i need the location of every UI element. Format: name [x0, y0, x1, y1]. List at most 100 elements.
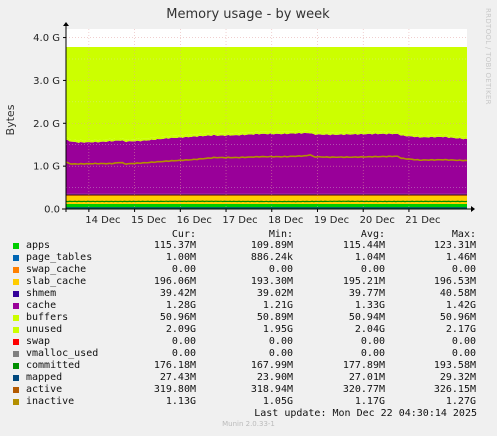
x-tick-label: 16 Dec [177, 215, 212, 226]
legend-rows: apps 115.37M 109.89M 115.44M 123.31M page_tab… [12, 240, 487, 408]
legend-swatch [13, 351, 19, 357]
x-tick-label: 19 Dec [314, 215, 349, 226]
area-unused [66, 47, 467, 141]
legend-row-swap-cache: swap_cache 0.00 0.00 0.00 0.00 [12, 264, 487, 276]
legend-value-max: 0.00 [451, 348, 476, 359]
legend-value-cur: 1.13G [165, 396, 196, 407]
legend-value-cur: 0.00 [171, 348, 196, 359]
memory-usage-chart: Memory usage - by week Bytes RRDTOOL / T… [4, 7, 492, 226]
legend-row-apps: apps 115.37M 109.89M 115.44M 123.31M [12, 240, 487, 252]
legend-value-avg: 39.77M [348, 288, 385, 299]
last-update-value: Mon Dec 22 04:30:14 2025 [332, 408, 478, 419]
legend-series-name: buffers [26, 312, 69, 323]
legend-value-avg: 320.77M [342, 384, 385, 395]
legend-row-inactive: inactive 1.13G 1.05G 1.17G 1.27G [12, 396, 487, 408]
legend-value-avg: 27.01M [348, 372, 385, 383]
legend-swatch [13, 291, 19, 297]
legend-value-avg: 177.89M [342, 360, 385, 371]
stacked-areas [66, 47, 467, 209]
legend-row-slab-cache: slab_cache 196.06M 193.30M 195.21M 196.53M [12, 276, 487, 288]
legend-swatch [13, 399, 19, 405]
legend-series-name: unused [26, 324, 63, 335]
legend-value-avg: 50.94M [348, 312, 385, 323]
legend-value-avg: 1.33G [354, 300, 385, 311]
legend-value-max: 193.58M [433, 360, 476, 371]
legend-series-name: cache [26, 300, 57, 311]
legend-value-min: 1.95G [262, 324, 293, 335]
legend-series-name: mapped [26, 372, 63, 383]
legend-value-avg: 0.00 [360, 264, 385, 275]
y-axis-arrow [63, 22, 69, 26]
y-tick-labels: 0.0 1.0 G 2.0 G 3.0 G 4.0 G [33, 33, 60, 215]
legend-row-vmalloc-used: vmalloc_used 0.00 0.00 0.00 0.00 [12, 348, 487, 360]
legend-row-active: active 319.80M 318.94M 320.77M 326.15M [12, 384, 487, 396]
legend-swatch [13, 267, 19, 273]
y-axis-label: Bytes [4, 104, 17, 135]
legend-value-max: 1.46M [445, 252, 476, 263]
y-tick-label: 4.0 G [33, 33, 60, 44]
legend-row-cache: cache 1.28G 1.21G 1.33G 1.42G [12, 300, 487, 312]
legend-swatch [13, 363, 19, 369]
legend-value-cur: 176.18M [153, 360, 196, 371]
legend-value-avg: 2.04G [354, 324, 385, 335]
legend-series-name: apps [26, 240, 51, 251]
x-tick-label: 18 Dec [268, 215, 303, 226]
last-update-row: Last update: Mon Dec 22 04:30:14 2025 [12, 408, 487, 420]
legend-value-avg: 1.04M [354, 252, 385, 263]
legend-value-max: 123.31M [433, 240, 476, 251]
x-tick-labels: 14 Dec 15 Dec 16 Dec 17 Dec 18 Dec 19 Dec 20 D… [85, 215, 440, 226]
legend-row-committed: committed 176.18M 167.99M 177.89M 193.58M [12, 360, 487, 372]
legend-value-min: 50.89M [256, 312, 293, 323]
legend-value-avg: 0.00 [360, 348, 385, 359]
legend-value-cur: 2.09G [165, 324, 196, 335]
chart-title: Memory usage - by week [166, 7, 330, 22]
legend-value-min: 193.30M [250, 276, 293, 287]
last-update: Last update: Mon Dec 22 04:30:14 2025 [254, 408, 477, 420]
y-tick-label: 0.0 [44, 205, 60, 216]
legend-swatch [13, 243, 19, 249]
legend-swatch [13, 279, 19, 285]
legend-value-min: 167.99M [250, 360, 293, 371]
legend-value-max: 0.00 [451, 336, 476, 347]
legend-value-min: 23.90M [256, 372, 293, 383]
legend-swatch [13, 303, 19, 309]
area-slab-cache [66, 195, 467, 205]
legend-value-avg: 115.44M [342, 240, 385, 251]
last-update-label: Last update: [254, 408, 327, 419]
y-tick-label: 1.0 G [33, 162, 60, 173]
legend-value-cur: 1.28G [165, 300, 196, 311]
line-committed [65, 200, 468, 203]
column-header-max: Max: [451, 229, 476, 240]
legend-value-cur: 0.00 [171, 336, 196, 347]
legend-value-max: 40.58M [439, 288, 476, 299]
legend-value-min: 39.02M [256, 288, 293, 299]
x-tick-label: 17 Dec [222, 215, 257, 226]
legend-series-name: slab_cache [26, 276, 87, 287]
legend-row-buffers: buffers 50.96M 50.89M 50.94M 50.96M [12, 312, 487, 324]
x-axis-arrow [471, 206, 475, 212]
line-inactive [65, 153, 468, 166]
legend-value-max: 1.42G [445, 300, 476, 311]
legend-value-min: 318.94M [250, 384, 293, 395]
area-buffers [66, 130, 467, 143]
legend-value-max: 29.32M [439, 372, 476, 383]
x-tick-label: 14 Dec [85, 215, 120, 226]
legend-value-min: 0.00 [268, 348, 293, 359]
column-header-avg: Avg: [360, 229, 385, 240]
legend-series-name: shmem [26, 288, 57, 299]
rrdtool-credit: RRDTOOL / TOBI OETIKER [484, 8, 492, 105]
legend-swatch [13, 315, 19, 321]
legend-series-name: inactive [26, 396, 75, 407]
legend-value-min: 886.24k [250, 252, 293, 263]
legend-series-name: page_tables [26, 252, 93, 263]
legend-row-unused: unused 2.09G 1.95G 2.04G 2.17G [12, 324, 487, 336]
legend-row-mapped: mapped 27.43M 23.90M 27.01M 29.32M [12, 372, 487, 384]
x-tick-label: 20 Dec [360, 215, 395, 226]
legend-series-name: active [26, 384, 63, 395]
area-cache [66, 132, 467, 194]
legend-value-cur: 39.42M [159, 288, 196, 299]
legend-series-name: swap_cache [26, 264, 87, 275]
legend-value-cur: 0.00 [171, 264, 196, 275]
legend-value-cur: 196.06M [153, 276, 196, 287]
y-tick-label: 3.0 G [33, 76, 60, 87]
